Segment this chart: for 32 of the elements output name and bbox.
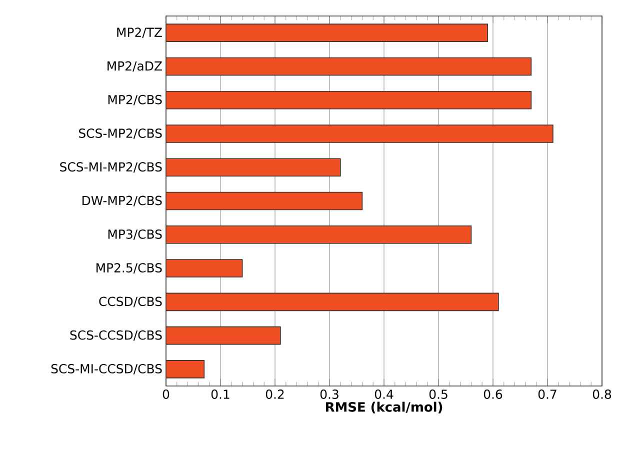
x-tick-label: 0.8 [592,390,612,399]
x-tick-label: 0.2 [266,390,284,399]
x-tick-label: 0.5 [429,390,448,399]
bar [166,292,499,312]
bar [166,192,363,210]
y-tick-label: MP3/CBS [108,229,162,240]
y-tick-label: SCS-CCSD/CBS [70,330,162,341]
y-tick-label: MP2/CBS [108,94,162,106]
bar [166,57,532,76]
bar [166,158,341,177]
y-tick-label: MP2.5/CBS [96,263,162,274]
x-tick-label: 0.6 [484,390,502,399]
bar [166,226,472,244]
y-tick-label: MP2/TZ [117,28,162,38]
bar [166,259,243,278]
x-axis-title: RMSE (kcal/mol) [326,402,442,414]
y-tick-label: CCSD/CBS [99,296,162,308]
bar [166,90,532,110]
y-tick-label: SCS-MP2/CBS [79,128,162,139]
bar [166,326,281,345]
bar [166,24,488,42]
y-tick-label: SCS-MI-CCSD/CBS [51,364,162,374]
x-tick-label: 0 [162,390,170,399]
x-tick-label: 0.1 [211,390,230,399]
bar [166,360,205,378]
x-tick-label: 0.4 [374,390,394,399]
y-tick-label: MP2/aDZ [108,61,162,72]
y-tick-label: DW-MP2/CBS [82,196,162,206]
x-tick-label: 0.7 [538,390,556,399]
x-tick-label: 0.3 [320,390,338,399]
bar [166,124,554,143]
y-tick-label: SCS-MI-MP2/CBS [60,162,162,173]
